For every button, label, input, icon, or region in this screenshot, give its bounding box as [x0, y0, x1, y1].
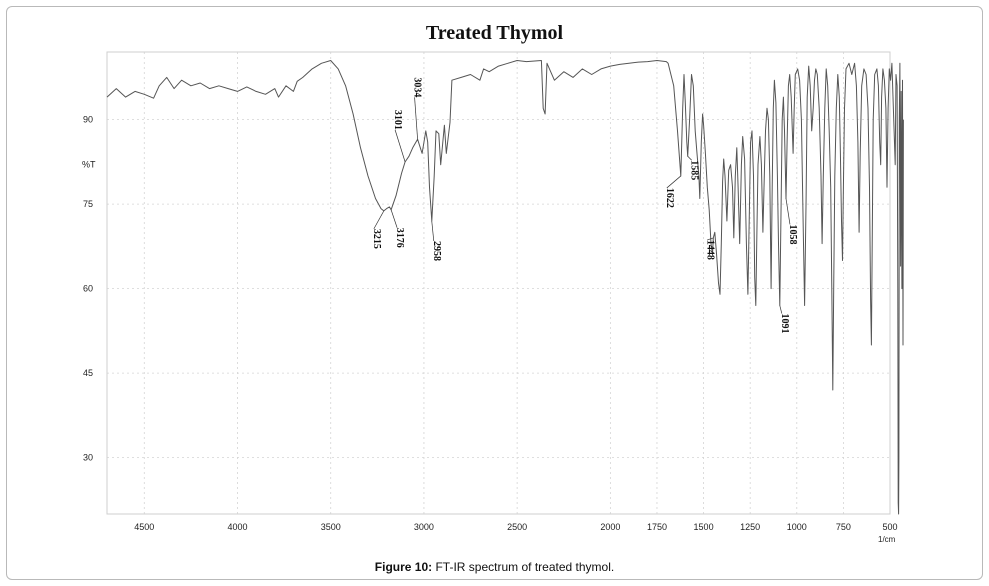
peak-label-1058: 1058	[787, 224, 798, 244]
x-tick-label: 750	[836, 522, 851, 532]
spectrum-line	[106, 60, 904, 515]
x-tick-label: 1500	[694, 522, 714, 532]
x-tick-label: 500	[882, 522, 897, 532]
x-tick-label: 1750	[647, 522, 667, 532]
annotation-layer: 3215 3176 3101 3034 2958 1622 1585 1448 1091 1058	[371, 77, 798, 333]
y-tick-label: 60	[83, 284, 93, 294]
figure-caption: Figure 10: FT-IR spectrum of treated thy…	[0, 560, 989, 574]
figure-frame	[6, 6, 983, 580]
y-tick-label: 75	[83, 199, 93, 209]
x-tick-label: 3000	[414, 522, 434, 532]
y-tick-label: 45	[83, 368, 93, 378]
peak-label-1622: 1622	[664, 188, 675, 208]
caption-label: Figure 10:	[374, 560, 433, 574]
peak-leader-line	[779, 305, 783, 314]
peak-label-1585: 1585	[689, 160, 700, 180]
y-tick-label: 30	[83, 453, 93, 463]
x-tick-label: 2500	[507, 522, 527, 532]
grid-layer	[107, 52, 891, 514]
peak-label-3034: 3034	[412, 77, 423, 97]
series-layer	[106, 60, 904, 515]
peak-leader-line	[707, 237, 714, 241]
x-tick-label: 2000	[600, 522, 620, 532]
peak-label-1091: 1091	[779, 314, 790, 334]
x-tick-label: 1000	[787, 522, 807, 532]
peak-leader-line	[687, 155, 692, 161]
peak-label-3176: 3176	[394, 228, 405, 248]
peak-leader-line	[414, 97, 418, 140]
peak-label-3215: 3215	[371, 229, 382, 249]
peak-leader-line	[394, 129, 406, 162]
x-tick-label: 1250	[740, 522, 760, 532]
peak-leader-line	[666, 175, 682, 189]
chart-title: Treated Thymol	[425, 22, 564, 44]
peak-label-3101: 3101	[392, 110, 403, 130]
x-axis-unit-label: 1/cm	[878, 535, 896, 544]
y-tick-label: 90	[83, 115, 93, 125]
x-tick-label: 4500	[134, 522, 154, 532]
peak-label-2958: 2958	[431, 241, 442, 261]
axis-layer: 4500 4000 3500 3000 2500 2000 1750 1500 1250 1000…	[83, 51, 898, 532]
caption-text: FT-IR spectrum of treated thymol.	[432, 560, 615, 574]
peak-leader-line	[785, 198, 791, 225]
x-tick-label: 4000	[227, 522, 247, 532]
peak-leader-line	[390, 209, 398, 228]
peak-leader-line	[431, 220, 435, 242]
peak-label-1448: 1448	[704, 240, 715, 260]
x-tick-label: 3500	[321, 522, 341, 532]
plot-border	[106, 51, 891, 515]
y-axis-label: %T	[82, 160, 96, 170]
peak-leader-line	[373, 210, 385, 230]
